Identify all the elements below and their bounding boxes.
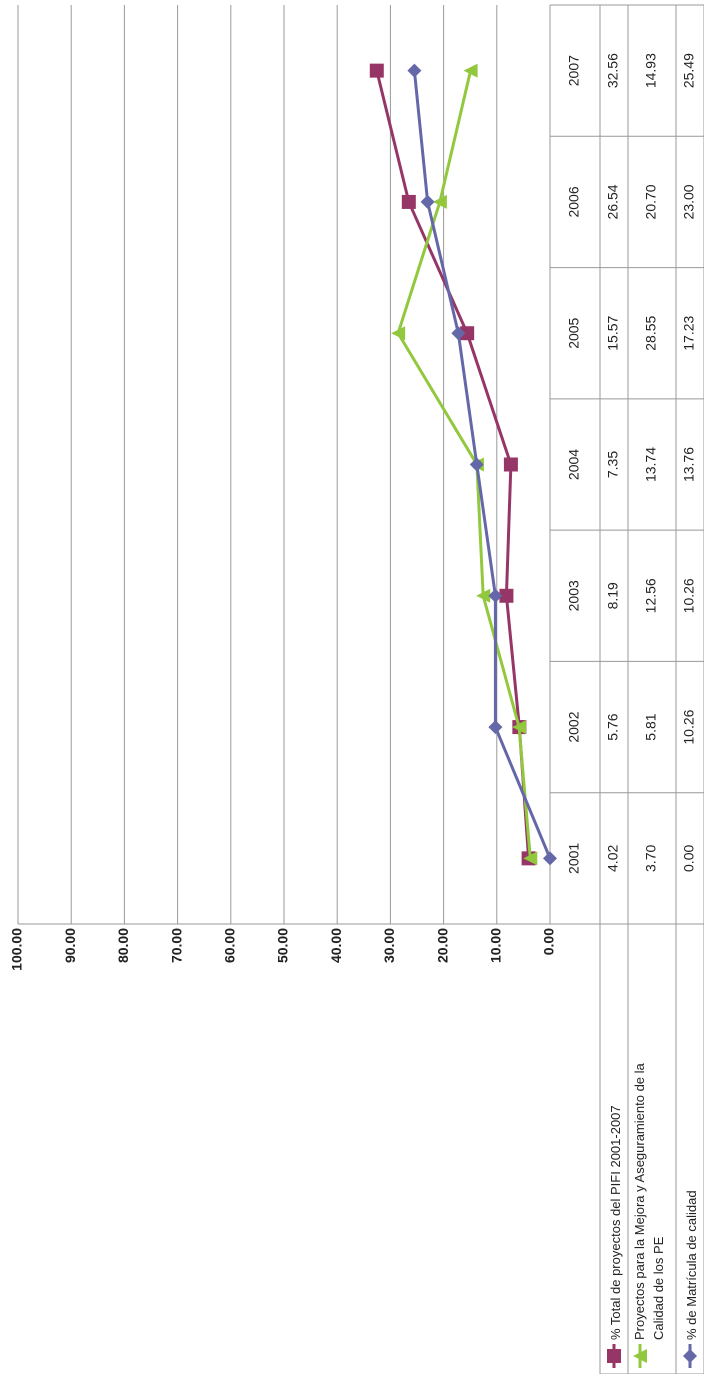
marker bbox=[476, 588, 491, 603]
marker bbox=[369, 63, 384, 78]
y-tick-label: 20.00 bbox=[434, 928, 450, 963]
marker bbox=[407, 63, 422, 78]
y-tick-label: 100.00 bbox=[9, 928, 25, 971]
marker bbox=[543, 851, 557, 866]
value-label: 3.70 bbox=[643, 845, 659, 872]
marker bbox=[499, 588, 514, 603]
value-label: 5.81 bbox=[643, 713, 659, 740]
marker bbox=[523, 851, 538, 866]
legend-box: Proyectos para la Mejora y Aseguramiento… bbox=[632, 1063, 666, 1340]
value-label: 13.74 bbox=[643, 447, 659, 482]
value-label: 4.02 bbox=[605, 845, 621, 872]
x-tick-label: 2002 bbox=[566, 711, 582, 742]
value-label: 15.57 bbox=[605, 315, 621, 350]
x-tick-label: 2004 bbox=[566, 449, 582, 480]
legend-box: % de Matrícula de calidad bbox=[683, 1190, 699, 1340]
marker bbox=[451, 326, 466, 341]
x-tick-label: 2001 bbox=[566, 843, 582, 874]
value-label: 28.55 bbox=[643, 315, 659, 350]
legend-marker bbox=[683, 1349, 697, 1363]
value-label: 13.76 bbox=[681, 447, 697, 482]
value-label: 23.00 bbox=[681, 184, 697, 219]
y-tick-label: 80.00 bbox=[115, 928, 131, 963]
marker bbox=[488, 588, 503, 603]
y-tick-label: 0.00 bbox=[541, 928, 557, 955]
marker bbox=[391, 326, 406, 341]
y-tick-label: 70.00 bbox=[168, 928, 184, 963]
marker bbox=[503, 457, 518, 472]
legend-marker bbox=[633, 1349, 647, 1363]
legend-label: Proyectos para la Mejora y Aseguramiento… bbox=[632, 1063, 666, 1340]
value-label: 17.23 bbox=[681, 315, 697, 350]
value-label: 7.35 bbox=[605, 451, 621, 478]
marker bbox=[401, 194, 416, 209]
value-label: 10.26 bbox=[681, 709, 697, 744]
marker bbox=[420, 194, 435, 209]
x-tick-label: 2003 bbox=[566, 580, 582, 611]
value-label: 10.26 bbox=[681, 578, 697, 613]
legend-box: % Total de proyectos del PIFI 2001-2007 bbox=[607, 1105, 623, 1340]
value-label: 5.76 bbox=[605, 713, 621, 740]
marker bbox=[432, 194, 447, 209]
x-tick-label: 2006 bbox=[566, 186, 582, 217]
y-tick-label: 90.00 bbox=[62, 928, 78, 963]
y-tick-label: 50.00 bbox=[275, 928, 291, 963]
value-label: 12.56 bbox=[643, 578, 659, 613]
y-tick-label: 30.00 bbox=[381, 928, 397, 963]
legend-label: % Total de proyectos del PIFI 2001-2007 bbox=[607, 1105, 623, 1340]
value-label: 26.54 bbox=[605, 184, 621, 219]
marker bbox=[512, 720, 527, 735]
legend-label: % de Matrícula de calidad bbox=[683, 1190, 699, 1340]
marker bbox=[488, 720, 503, 735]
y-tick-label: 60.00 bbox=[222, 928, 238, 963]
value-label: 25.49 bbox=[681, 53, 697, 88]
y-tick-label: 40.00 bbox=[328, 928, 344, 963]
y-tick-label: 10.00 bbox=[488, 928, 504, 963]
value-label: 20.70 bbox=[643, 184, 659, 219]
value-label: 32.56 bbox=[605, 53, 621, 88]
marker bbox=[463, 63, 478, 78]
value-label: 8.19 bbox=[605, 582, 621, 609]
x-tick-label: 2005 bbox=[566, 317, 582, 348]
x-tick-label: 2007 bbox=[566, 55, 582, 86]
marker bbox=[469, 457, 484, 472]
marker bbox=[460, 326, 475, 341]
value-label: 14.93 bbox=[643, 53, 659, 88]
rotated-chart: 0.00 10.00 20.00 30.00 40.00 50.00 60.00 70.00 8… bbox=[9, 4, 704, 1374]
legend-marker bbox=[607, 1349, 621, 1363]
value-label: 0.00 bbox=[681, 845, 697, 872]
